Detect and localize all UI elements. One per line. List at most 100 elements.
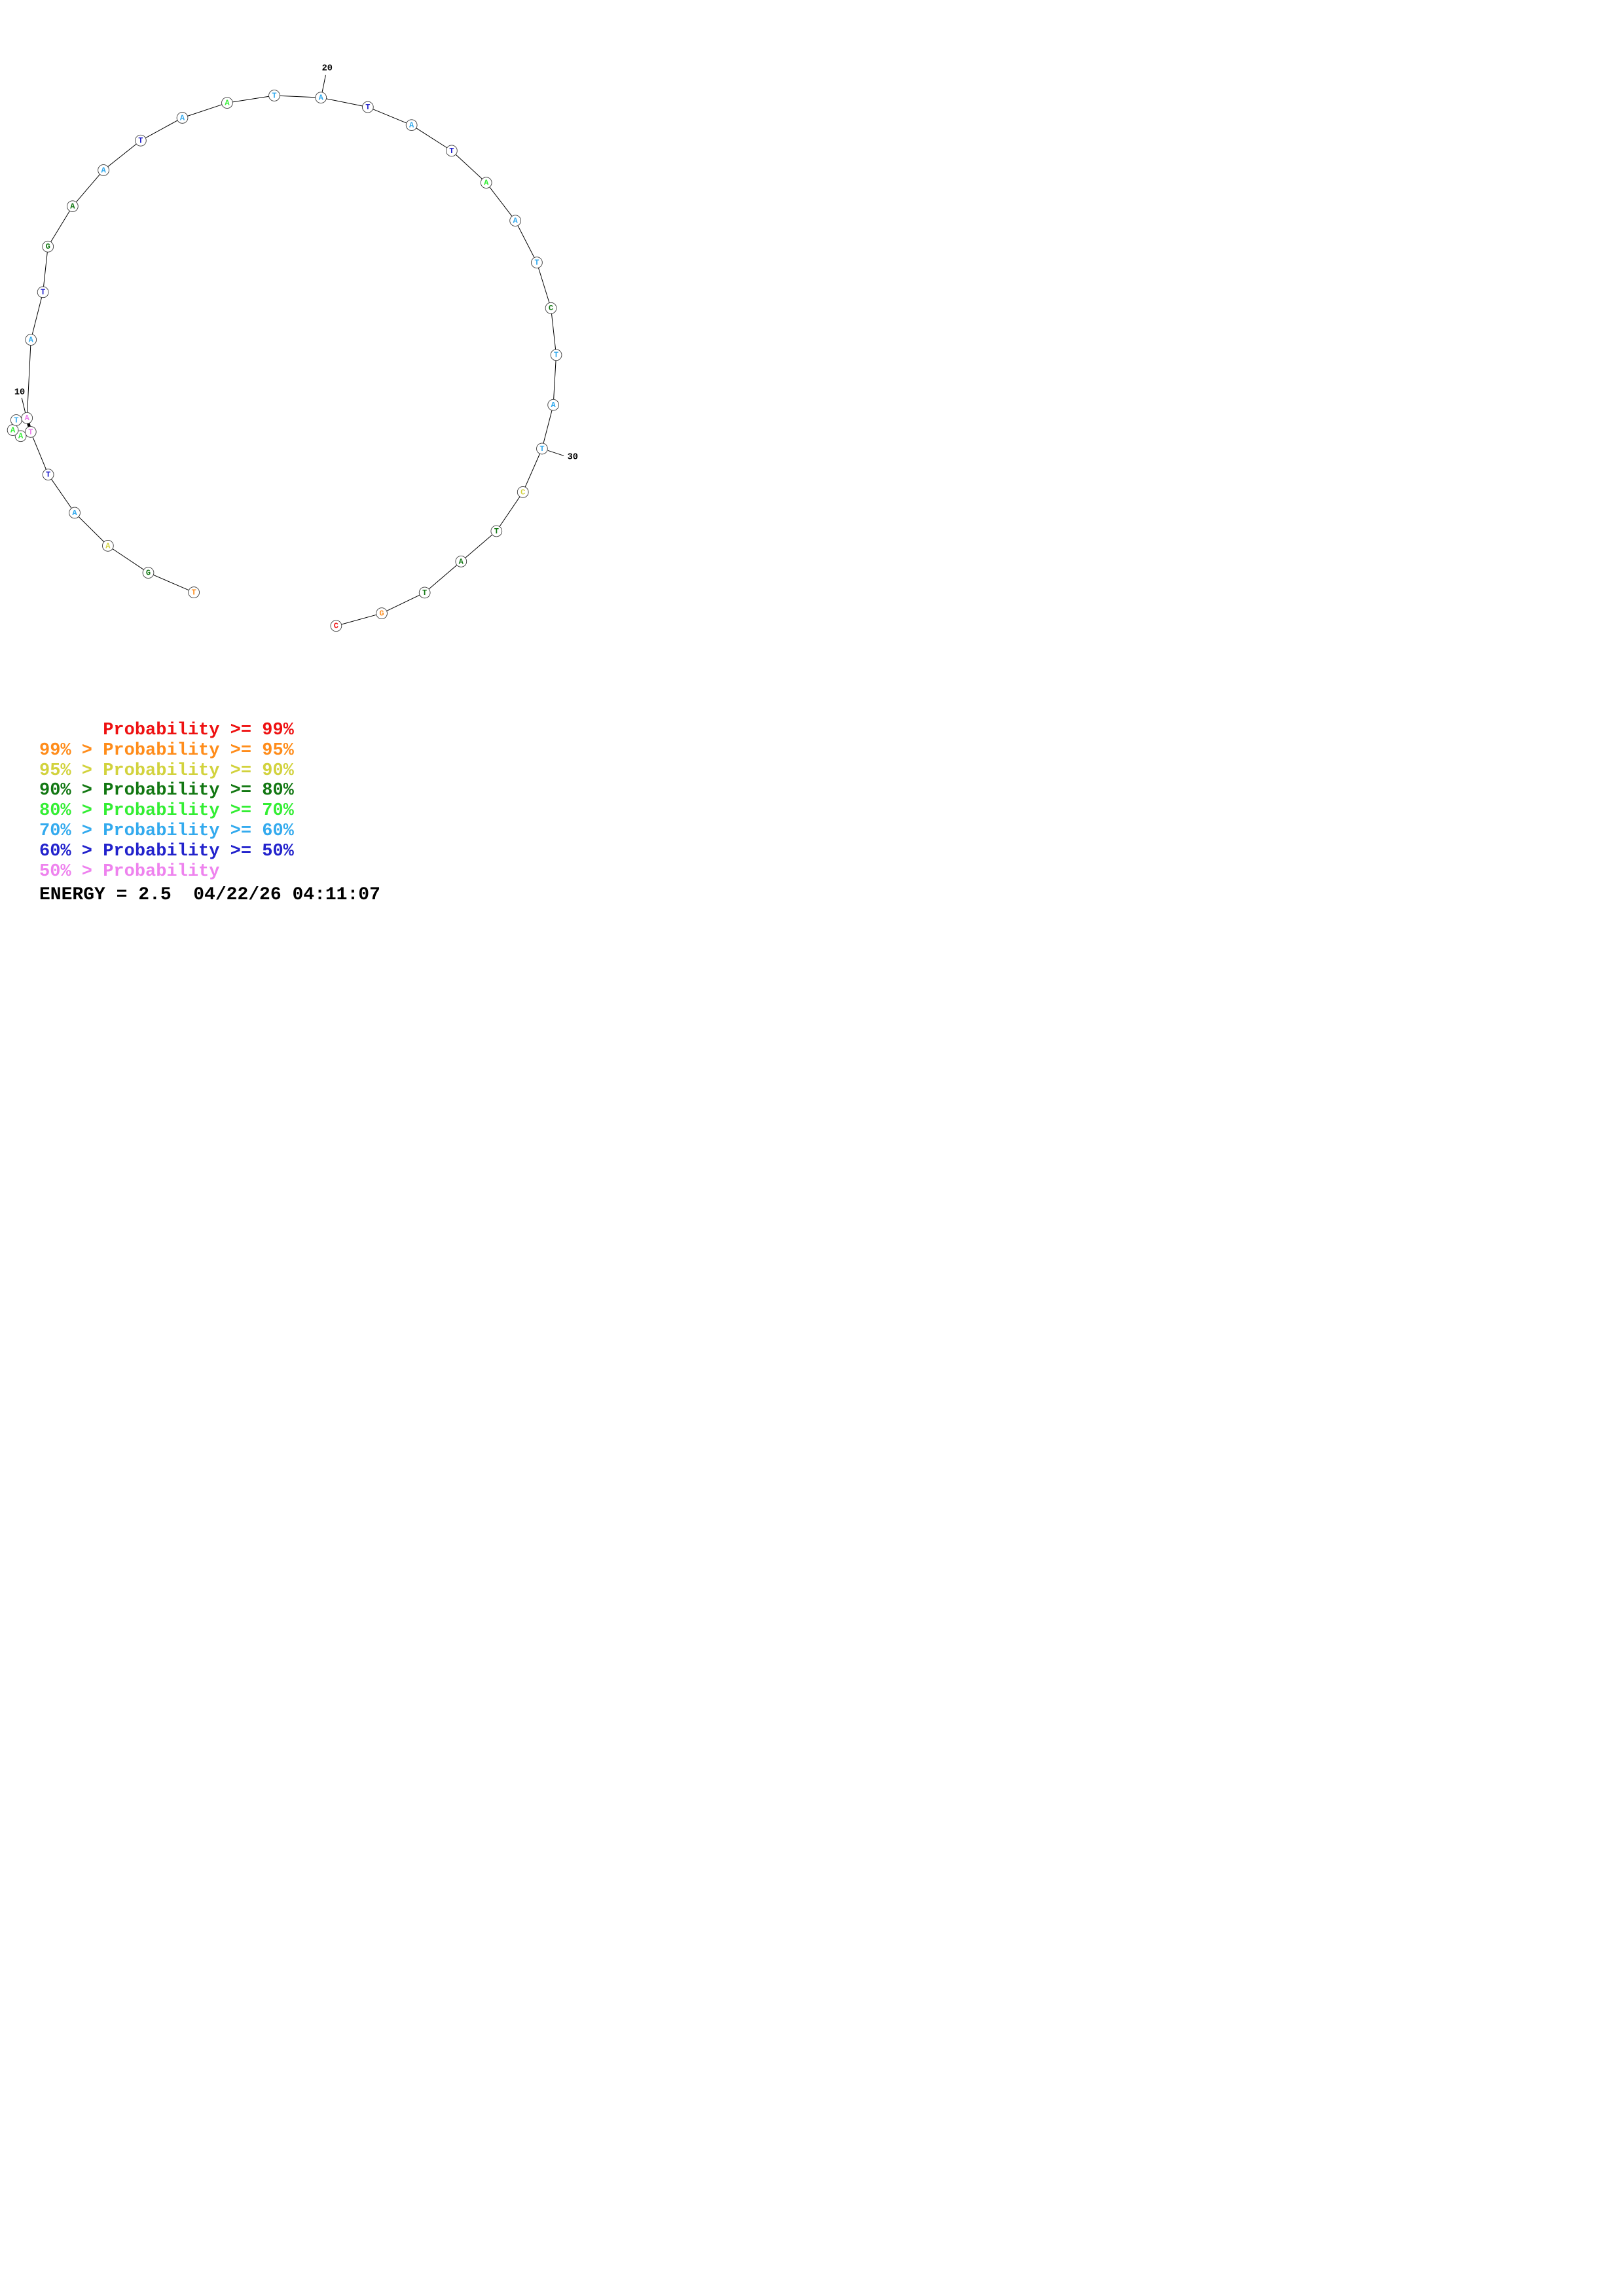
nucleotide-base-letter: G [146, 568, 151, 577]
backbone-edge [321, 97, 368, 108]
backbone-edge [381, 592, 425, 614]
nucleotide-circle [330, 620, 342, 632]
nucleotide-1-T: T [188, 586, 200, 598]
nucleotide-36-C: C [330, 620, 342, 632]
nucleotide-31-C: C [517, 486, 529, 498]
nucleotide-base-letter: T [138, 136, 143, 145]
backbone-edge [515, 220, 538, 263]
backbone-edge [103, 140, 141, 171]
backbone-edge [74, 512, 109, 547]
backbone-edge [553, 355, 557, 405]
nucleotide-circle [446, 145, 458, 157]
nucleotide-base-letter: T [28, 427, 33, 437]
backbone-edge [336, 613, 382, 626]
nucleotide-base-letter: C [549, 304, 553, 313]
nucleotide-base-letter: T [534, 259, 539, 268]
backbone-edges [12, 95, 557, 626]
nucleotide-circle [42, 469, 54, 480]
legend-row-8: 50% > Probability [39, 861, 220, 882]
legend-row-7: 60% > Probability >= 50% [39, 841, 294, 861]
nucleotide-circle [188, 586, 200, 598]
nucleotide-base-letter: A [29, 336, 34, 345]
nucleotide-22-A: A [405, 119, 418, 132]
legend-row-6: 70% > Probability >= 60% [39, 821, 294, 841]
nucleotide-circle [536, 442, 548, 455]
nucleotide-circle [135, 134, 147, 147]
nucleotide-30-T: T [536, 442, 548, 455]
nucleotide-13-G: G [42, 240, 54, 253]
backbone-edge [522, 448, 543, 493]
nucleotide-circle [509, 215, 521, 226]
backbone-edge [148, 572, 194, 593]
nucleotide-20-A: A [315, 92, 327, 104]
nucleotide-base-letter: A [409, 121, 414, 130]
nucleotide-3-A: A [102, 540, 114, 552]
nucleotide-base-letter: T [46, 470, 50, 479]
nucleotide-21-T: T [361, 101, 374, 113]
legend-row-4: 90% > Probability >= 80% [39, 781, 294, 801]
nucleotide-circle [98, 164, 109, 176]
position-tick [547, 450, 564, 456]
backbone-edge [30, 292, 44, 340]
nucleotide-circle [67, 200, 79, 212]
nucleotide-base-letter: A [72, 509, 77, 518]
backbone-edge [424, 561, 462, 593]
nucleotide-circle [221, 97, 233, 109]
backbone-edge [460, 531, 497, 562]
nucleotide-base-letter: T [272, 91, 276, 100]
nucleotide-base-letter: C [334, 622, 338, 631]
nucleotide-circle [315, 92, 327, 104]
legend-row-5: 80% > Probability >= 70% [39, 801, 294, 821]
position-label-20: 20 [322, 64, 333, 74]
nucleotide-16-T: T [135, 134, 147, 147]
nucleotide-2-G: G [142, 567, 155, 579]
nucleotide-base-letter: T [539, 444, 544, 454]
energy-line: ENERGY = 2.5 04/22/26 04:11:07 [39, 885, 380, 905]
nucleotide-circle [42, 240, 54, 253]
nucleotide-circle [21, 412, 33, 424]
backbone-edge [536, 262, 552, 308]
position-tick-lines [21, 75, 564, 456]
nucleotide-base-letter: A [180, 113, 185, 122]
backbone-edge [541, 404, 554, 449]
nucleotide-base-letter: G [46, 242, 50, 251]
nucleotide-base-letter: T [41, 288, 45, 297]
nucleotide-25-A: A [509, 215, 521, 226]
backbone-edge [411, 124, 452, 151]
nucleotide-circle [142, 567, 155, 579]
backbone-edge [551, 308, 557, 355]
backbone-edge [486, 182, 516, 221]
nucleotide-29-A: A [547, 399, 559, 411]
nucleotide-7-A: A [14, 430, 27, 442]
nucleotide-circle [268, 90, 280, 101]
position-label-30: 30 [568, 453, 578, 463]
nucleotide-base-letter: A [25, 414, 30, 423]
nucleotide-18-A: A [221, 97, 233, 109]
nucleotide-circle [37, 286, 49, 298]
nucleotide-circle [361, 101, 374, 113]
nucleotide-8-A: A [7, 424, 19, 436]
nucleotide-circle [418, 586, 431, 599]
nucleotide-base-letter: A [10, 426, 16, 435]
backbone-edge [274, 95, 321, 98]
nucleotide-circle [547, 399, 559, 411]
nucleotide-14-A: A [67, 200, 79, 212]
nucleotide-base-letter: A [513, 217, 519, 226]
backbone-edge [30, 431, 49, 475]
nucleotide-circle [102, 540, 114, 552]
nucleotide-circle [176, 112, 189, 124]
nucleotide-base-letter: T [192, 588, 196, 597]
legend-row-1: Probability >= 99% [39, 721, 294, 740]
position-tick [21, 397, 26, 414]
nucleotide-19-T: T [268, 90, 280, 101]
nucleotide-27-C: C [545, 302, 557, 314]
nucleotide-circle [376, 607, 388, 619]
nucleotide-base-letter: A [70, 202, 75, 211]
nucleotide-circle [550, 349, 562, 361]
nucleotide-base-letter: T [494, 527, 499, 536]
nucleotide-11-A: A [25, 334, 37, 346]
nucleotide-12-T: T [37, 286, 49, 298]
